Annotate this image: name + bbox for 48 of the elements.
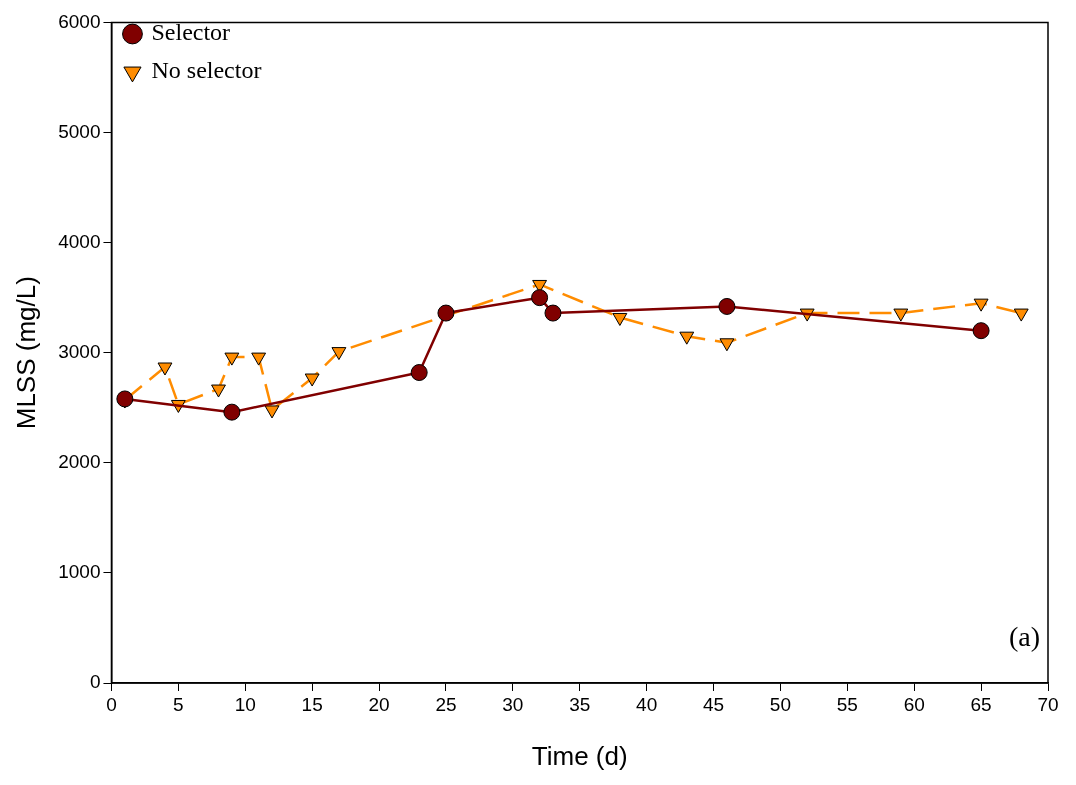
point bbox=[718, 297, 736, 315]
x-tick-label: 40 bbox=[636, 693, 658, 715]
annotation: (a) bbox=[1008, 621, 1040, 653]
point bbox=[719, 338, 735, 352]
point bbox=[973, 298, 989, 312]
x-axis-title: Time (d) bbox=[531, 740, 628, 771]
y-tick-label: 4000 bbox=[58, 230, 101, 252]
x-tick-label: 20 bbox=[368, 693, 390, 715]
x-tick-label: 0 bbox=[106, 693, 117, 715]
x-tick-label: 65 bbox=[970, 693, 992, 715]
point bbox=[410, 364, 428, 382]
x-tick-label: 30 bbox=[502, 693, 524, 715]
point bbox=[331, 347, 347, 361]
point bbox=[157, 362, 173, 376]
point bbox=[531, 289, 549, 307]
x-tick-label: 55 bbox=[836, 693, 858, 715]
point bbox=[972, 322, 990, 340]
x-tick-label: 70 bbox=[1037, 693, 1059, 715]
legend-label: Selector bbox=[151, 19, 231, 46]
point bbox=[1013, 308, 1029, 322]
point bbox=[264, 405, 280, 419]
point bbox=[224, 352, 240, 366]
point bbox=[223, 403, 241, 421]
y-tick-label: 3000 bbox=[58, 340, 101, 362]
y-tick-label: 2000 bbox=[58, 451, 101, 473]
x-tick-label: 10 bbox=[234, 693, 256, 715]
point bbox=[116, 390, 134, 408]
x-tick-label: 60 bbox=[903, 693, 925, 715]
y-tick-label: 6000 bbox=[58, 10, 101, 32]
y-tick-label: 0 bbox=[89, 671, 101, 693]
point bbox=[251, 352, 267, 366]
point bbox=[544, 304, 562, 322]
point bbox=[612, 312, 628, 326]
x-tick-label: 5 bbox=[173, 693, 184, 715]
x-tick-label: 35 bbox=[569, 693, 591, 715]
point bbox=[437, 304, 455, 322]
y-tick-label: 1000 bbox=[58, 561, 101, 583]
legend-label: No selector bbox=[151, 57, 262, 84]
y-tick-label: 5000 bbox=[58, 120, 101, 142]
point bbox=[893, 308, 909, 322]
x-tick-label: 25 bbox=[435, 693, 457, 715]
y-axis-title: MLSS (mg/L) bbox=[10, 276, 41, 430]
point bbox=[679, 331, 695, 345]
point bbox=[304, 373, 320, 387]
x-tick-label: 15 bbox=[301, 693, 323, 715]
x-tick-label: 50 bbox=[769, 693, 791, 715]
x-tick-label: 45 bbox=[702, 693, 725, 715]
point bbox=[211, 384, 226, 398]
